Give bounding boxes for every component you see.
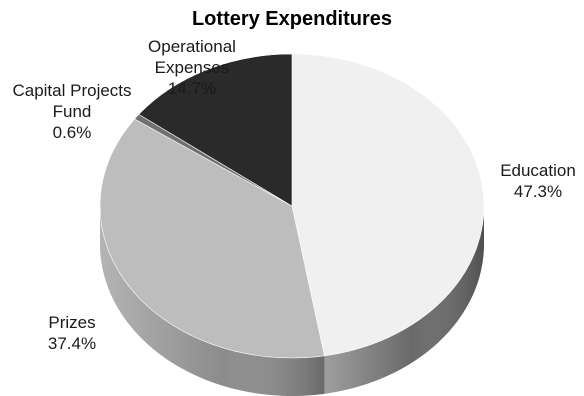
slice-label-line: 14.7%: [168, 79, 216, 98]
pie-slice-prizes: [99, 118, 325, 359]
slice-label-line: Expenses: [155, 58, 230, 77]
slice-label-line: 47.3%: [514, 182, 562, 201]
slice-label-line: Education: [500, 161, 576, 180]
slice-label-layer: Education 47.3% Prizes 37.4% Capital Project…: [12, 37, 575, 353]
pie-slice-education: [291, 53, 485, 357]
slice-label-line: Operational: [148, 37, 236, 56]
slice-label-2: Capital Projects Fund 0.6%: [12, 81, 131, 142]
slice-label-line: Prizes: [48, 313, 95, 332]
slice-label-3: Operational Expenses 14.7%: [148, 37, 236, 98]
pie-slice-operational-expenses: [138, 53, 293, 207]
slice-label-line: Capital Projects: [12, 81, 131, 100]
slice-label-1: Prizes 37.4%: [48, 313, 96, 353]
chart-title: Lottery Expenditures: [191, 8, 393, 30]
slice-label-line: Fund: [53, 102, 92, 121]
slice-label-line: 37.4%: [48, 334, 96, 353]
slice-label-0: Education 47.3%: [500, 161, 576, 201]
pie-top-layer: [99, 53, 485, 359]
pie-side-shade-1: [100, 206, 325, 396]
slice-label-line: 0.6%: [53, 123, 92, 142]
